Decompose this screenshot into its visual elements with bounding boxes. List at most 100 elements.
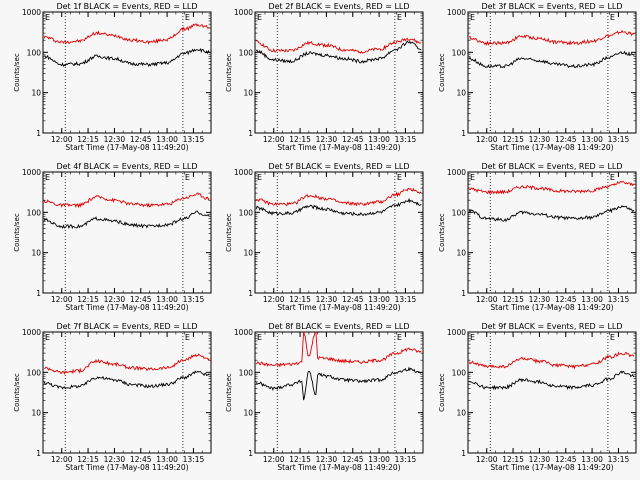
interval-marker-label: E [257,173,262,182]
y-tick-label: 10 [456,89,466,98]
series-line-lld [255,187,422,207]
y-axis-label: Counts/sec [13,373,21,412]
series-line-lld [44,353,210,375]
y-tick-label: 10 [31,89,41,98]
y-tick-label: 1000 [22,8,41,17]
x-tick-label: 12:15 [289,295,311,304]
panel-title: Det 7f BLACK = Events, RED = LLD [56,322,197,331]
x-axis-label: Start Time (17-May-08 11:49:20) [65,303,188,312]
x-tick-label: 12:30 [104,455,126,464]
x-tick-label: 12:30 [104,135,126,144]
x-tick-label: 12:15 [77,135,99,144]
x-axis-label: Start Time (17-May-08 11:49:20) [490,143,613,152]
panel-title: Det 2f BLACK = Events, RED = LLD [268,2,409,11]
series-line-lld [43,192,210,209]
x-axis-label: Start Time (17-May-08 11:49:20) [490,463,613,472]
y-tick-label: 1 [36,449,41,458]
detector-panel-5: Det 5f BLACK = Events, RED = LLD 1 10 100 10… [225,162,424,312]
x-axis-label: Start Time (17-May-08 11:49:20) [277,463,400,472]
detector-panel-6: Det 6f BLACK = Events, RED = LLD 1 10 100 10… [438,162,637,312]
x-tick-label: 13:00 [581,455,603,464]
y-tick-label: 1 [461,289,466,298]
x-tick-label: 12:15 [502,455,524,464]
x-tick-label: 12:45 [555,295,577,304]
series-line-events [468,50,635,69]
x-tick-label: 13:15 [395,135,417,144]
panel-title: Det 8f BLACK = Events, RED = LLD [268,322,409,331]
x-tick-label: 12:15 [77,295,99,304]
series-line-lld [255,331,422,368]
plot-frame [42,11,212,134]
series-line-lld [468,351,635,370]
x-tick-label: 12:00 [51,295,73,304]
series-line-events [468,370,635,391]
y-tick-label: 100 [452,48,467,57]
interval-marker-label: E [185,13,190,22]
x-tick-label: 12:30 [316,455,338,464]
interval-marker-label: E [610,333,615,342]
panel-title: Det 5f BLACK = Events, RED = LLD [268,162,409,171]
x-tick-label: 12:15 [502,135,524,144]
y-tick-label: 100 [452,208,467,217]
detector-panel-1: Det 1f BLACK = Events, RED = LLD 1 10 100 10… [13,2,212,152]
y-tick-label: 1000 [234,8,253,17]
interval-marker-label: E [257,333,262,342]
x-tick-label: 12:00 [51,135,73,144]
x-tick-label: 12:00 [263,455,285,464]
y-axis-label: Counts/sec [225,213,233,252]
y-tick-label: 1 [248,129,253,138]
y-tick-label: 1000 [447,328,466,337]
y-tick-label: 100 [452,368,467,377]
x-tick-label: 12:30 [316,295,338,304]
series-line-events [255,366,422,401]
x-tick-label: 13:00 [368,455,390,464]
interval-marker-label: E [45,13,50,22]
y-tick-label: 1000 [234,328,253,337]
interval-marker-label: E [397,173,402,182]
y-tick-label: 1000 [22,328,41,337]
y-axis-label: Counts/sec [438,53,446,92]
interval-marker-label: E [185,173,190,182]
y-tick-label: 1 [248,449,253,458]
y-tick-label: 10 [31,249,41,258]
plot-frame [254,11,424,134]
panel-title: Det 3f BLACK = Events, RED = LLD [481,2,622,11]
x-tick-label: 13:15 [183,455,205,464]
y-axis-label: Counts/sec [225,373,233,412]
x-tick-label: 13:00 [156,455,178,464]
interval-marker-label: E [185,333,190,342]
x-tick-label: 12:00 [51,455,73,464]
y-tick-label: 1000 [22,168,41,177]
x-tick-label: 12:30 [529,295,551,304]
detector-panel-8: Det 8f BLACK = Events, RED = LLD 1 10 100 10… [225,322,424,472]
detector-panel-9: Det 9f BLACK = Events, RED = LLD 1 10 100 10… [438,322,637,472]
interval-marker-label: E [397,13,402,22]
x-tick-label: 12:15 [289,135,311,144]
y-tick-label: 1000 [447,168,466,177]
interval-marker-label: E [45,333,50,342]
y-tick-label: 10 [456,249,466,258]
x-tick-label: 13:15 [608,455,630,464]
y-tick-label: 100 [27,368,42,377]
x-axis-label: Start Time (17-May-08 11:49:20) [65,463,188,472]
x-tick-label: 12:00 [476,135,498,144]
series-line-events [255,40,422,64]
y-tick-label: 100 [239,48,254,57]
interval-marker-label: E [470,173,475,182]
interval-marker-label: E [45,173,50,182]
y-tick-label: 10 [31,409,41,418]
x-tick-label: 13:15 [395,455,417,464]
y-tick-label: 1 [248,289,253,298]
y-tick-label: 1 [461,449,466,458]
x-tick-label: 12:15 [502,295,524,304]
series-line-events [255,197,422,217]
y-tick-label: 100 [239,368,254,377]
y-tick-label: 1 [36,289,41,298]
plot-frame [254,331,424,454]
x-tick-label: 12:30 [316,135,338,144]
plot-frame [467,331,637,454]
y-tick-label: 10 [243,249,253,258]
y-tick-label: 100 [27,208,42,217]
panel-title: Det 1f BLACK = Events, RED = LLD [56,2,197,11]
